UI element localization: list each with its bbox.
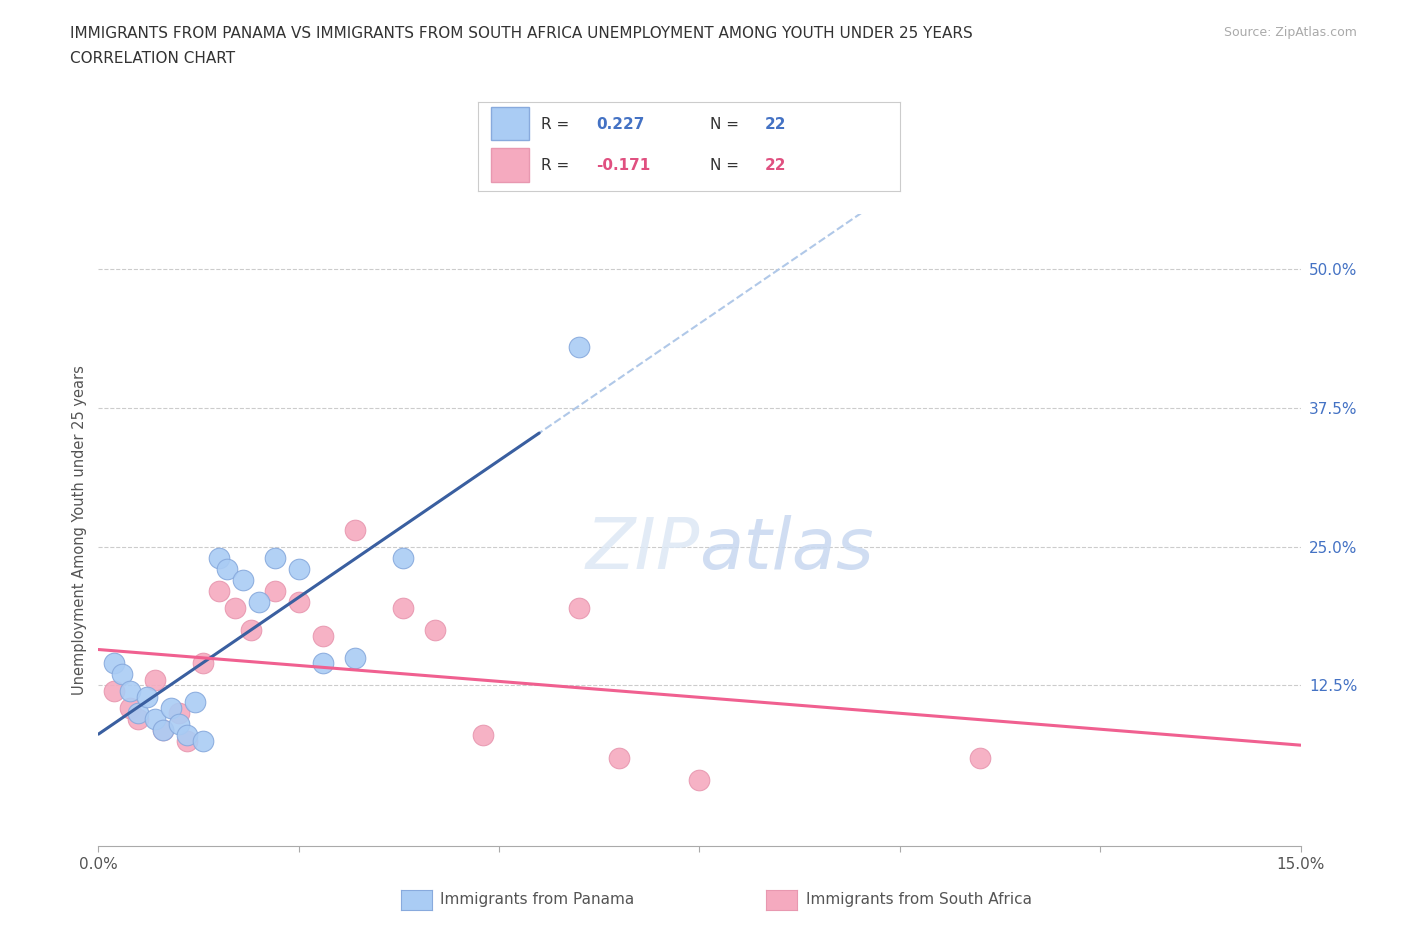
- Point: [111, 667, 134, 682]
- Text: IMMIGRANTS FROM PANAMA VS IMMIGRANTS FROM SOUTH AFRICA UNEMPLOYMENT AMONG YOUTH : IMMIGRANTS FROM PANAMA VS IMMIGRANTS FRO…: [70, 26, 973, 41]
- Text: ZIP: ZIP: [585, 514, 700, 583]
- Point: [224, 601, 246, 616]
- Point: [472, 728, 495, 743]
- Text: N =: N =: [710, 158, 744, 173]
- Point: [128, 711, 150, 726]
- Point: [568, 339, 591, 354]
- Point: [423, 622, 446, 637]
- Point: [609, 751, 631, 765]
- Text: atlas: atlas: [700, 514, 875, 583]
- Point: [176, 734, 198, 749]
- Text: -0.171: -0.171: [596, 158, 651, 173]
- Point: [143, 672, 166, 687]
- Point: [152, 723, 174, 737]
- Point: [343, 650, 366, 665]
- Text: CORRELATION CHART: CORRELATION CHART: [70, 51, 235, 66]
- Point: [103, 656, 125, 671]
- Y-axis label: Unemployment Among Youth under 25 years: Unemployment Among Youth under 25 years: [72, 365, 87, 695]
- Text: Immigrants from Panama: Immigrants from Panama: [440, 892, 634, 907]
- Point: [208, 551, 231, 565]
- Point: [343, 523, 366, 538]
- Point: [215, 562, 238, 577]
- Text: 22: 22: [765, 158, 786, 173]
- Point: [247, 595, 270, 610]
- Point: [568, 601, 591, 616]
- Point: [103, 684, 125, 698]
- Point: [239, 622, 262, 637]
- Point: [143, 711, 166, 726]
- Point: [159, 700, 181, 715]
- Text: 22: 22: [765, 117, 786, 132]
- Bar: [491, 148, 529, 182]
- Point: [208, 584, 231, 599]
- Point: [969, 751, 991, 765]
- Point: [263, 551, 285, 565]
- Point: [392, 551, 415, 565]
- Text: Source: ZipAtlas.com: Source: ZipAtlas.com: [1223, 26, 1357, 39]
- Point: [263, 584, 285, 599]
- Point: [312, 656, 335, 671]
- Point: [689, 772, 711, 787]
- Point: [191, 656, 214, 671]
- Text: R =: R =: [541, 117, 575, 132]
- Point: [191, 734, 214, 749]
- Text: R =: R =: [541, 158, 575, 173]
- Point: [167, 706, 190, 721]
- Point: [152, 723, 174, 737]
- Point: [176, 728, 198, 743]
- Point: [167, 717, 190, 732]
- Point: [232, 573, 254, 588]
- Point: [288, 595, 311, 610]
- Text: 0.227: 0.227: [596, 117, 644, 132]
- Point: [183, 695, 205, 710]
- Point: [120, 700, 142, 715]
- Point: [392, 601, 415, 616]
- Point: [312, 628, 335, 643]
- Point: [128, 706, 150, 721]
- Bar: [491, 107, 529, 140]
- Point: [288, 562, 311, 577]
- Point: [120, 684, 142, 698]
- Text: Immigrants from South Africa: Immigrants from South Africa: [806, 892, 1032, 907]
- Point: [135, 689, 157, 704]
- Text: N =: N =: [710, 117, 744, 132]
